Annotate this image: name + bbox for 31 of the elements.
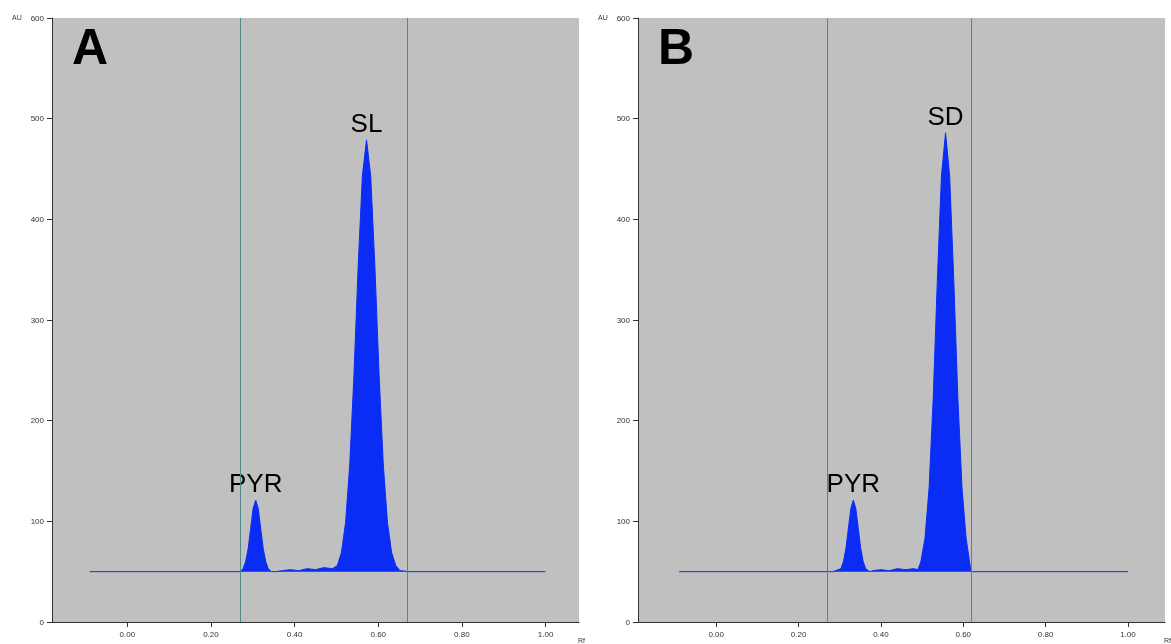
y-tick-label: 300	[30, 315, 45, 325]
y-tick-label: 200	[30, 416, 45, 426]
x-tick-label: 0.20	[203, 629, 220, 639]
y-tick-label: 0	[39, 617, 45, 627]
y-tick-label: 400	[616, 214, 631, 224]
y-tick-label: 200	[616, 416, 631, 426]
x-tick-label: 0.00	[708, 629, 725, 639]
y-tick-label: 0	[625, 617, 631, 627]
y-tick-label: 400	[30, 214, 45, 224]
x-tick-label: 0.40	[873, 629, 890, 639]
x-tick-label: 0.80	[454, 629, 471, 639]
y-tick-label: 500	[616, 114, 631, 124]
x-tick-label: 0.40	[286, 629, 303, 639]
x-tick-label: 0.60	[370, 629, 387, 639]
y-tick-label: 500	[30, 114, 45, 124]
y-tick-label: 600	[30, 13, 45, 23]
annotation: A	[72, 19, 109, 75]
y-tick-label: 300	[616, 315, 631, 325]
x-tick-label: 0.20	[790, 629, 807, 639]
x-tick-label: 0.80	[1037, 629, 1054, 639]
annotation: SL	[350, 107, 383, 138]
x-tick-label: 0.00	[119, 629, 136, 639]
y-tick-label: 100	[616, 516, 631, 526]
y-tick-label: 600	[616, 13, 631, 23]
annotation: PYR	[826, 468, 881, 499]
x-tick-label: 1.00	[537, 629, 554, 639]
x-tick-label: 1.00	[1120, 629, 1137, 639]
x-tick-label: 0.60	[955, 629, 972, 639]
annotation: B	[658, 19, 695, 75]
y-tick-label: 100	[30, 516, 45, 526]
annotation: SD	[927, 100, 964, 131]
